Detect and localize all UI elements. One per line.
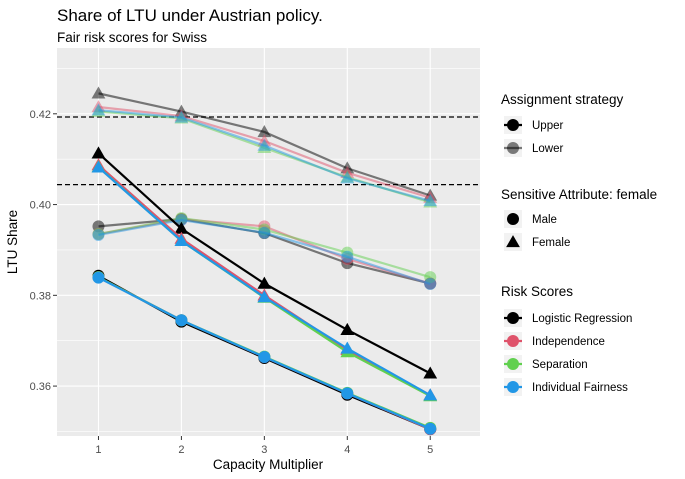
legend-label: Lower	[532, 143, 563, 155]
data-point	[258, 351, 271, 364]
y-tick-label: 0.38	[30, 290, 51, 302]
y-tick-label: 0.36	[30, 381, 51, 393]
data-point	[175, 213, 188, 226]
axes: 0.36 0.38 0.40 0.42 1 2 3 4 5	[30, 109, 434, 456]
data-point	[257, 276, 272, 289]
x-tick-label: 4	[344, 444, 350, 456]
series-individual-fairness-upper-female	[91, 160, 438, 401]
reference-lines	[57, 116, 480, 186]
series-layer	[91, 86, 438, 436]
chart-title: Share of LTU under Austrian policy.	[57, 6, 323, 25]
legend-label: Independence	[532, 336, 605, 348]
data-point	[257, 125, 272, 138]
series-individual-fairness-lower-female	[91, 103, 438, 207]
data-point	[341, 387, 354, 400]
legend-key-marker	[507, 142, 519, 154]
x-tick-label: 3	[261, 444, 267, 456]
legend-label: Male	[532, 214, 557, 226]
x-tick-label: 5	[427, 444, 433, 456]
data-point	[92, 228, 105, 241]
x-axis-label: Capacity Multiplier	[213, 457, 324, 472]
y-tick-label: 0.40	[30, 200, 51, 212]
data-point	[340, 322, 355, 335]
legend-label: Logistic Regression	[532, 313, 632, 325]
legend-label: Separation	[532, 359, 588, 371]
data-point	[424, 422, 437, 435]
x-tick-label: 1	[95, 444, 101, 456]
legend-label: Individual Fairness	[532, 382, 628, 394]
legend-title: Risk Scores	[501, 284, 573, 299]
legend-key-marker	[507, 312, 519, 324]
series-individual-fairness-lower-male	[92, 213, 437, 290]
legend-key-marker	[507, 381, 519, 393]
data-point	[258, 226, 271, 239]
data-point	[174, 221, 189, 234]
y-axis-label: LTU Share	[5, 210, 20, 274]
plot-panel	[57, 48, 480, 436]
data-point	[174, 110, 189, 123]
legend-title: Sensitive Attribute: female	[501, 187, 657, 202]
data-point	[91, 103, 106, 116]
data-point	[423, 388, 438, 401]
data-point	[340, 171, 355, 184]
data-point	[423, 194, 438, 207]
data-point	[92, 271, 105, 284]
data-point	[424, 277, 437, 290]
series-logistic-regression-upper-female	[91, 146, 438, 379]
data-point	[257, 138, 272, 151]
legend-label: Upper	[532, 120, 563, 132]
legend-label: Female	[532, 237, 570, 249]
data-point	[341, 250, 354, 263]
legend: Assignment strategy Upper Lower Sensitive A…	[501, 92, 657, 396]
series-individual-fairness-upper-male	[92, 271, 437, 435]
legend-key-marker	[507, 335, 519, 347]
legend-key-marker	[506, 235, 520, 248]
legend-key-marker	[507, 358, 519, 370]
data-point	[175, 314, 188, 327]
chart-subtitle: Fair risk scores for Swiss	[57, 30, 208, 45]
legend-key-marker	[507, 119, 519, 131]
data-point	[423, 366, 438, 379]
data-point	[340, 341, 355, 354]
data-point	[91, 146, 106, 159]
y-tick-label: 0.42	[30, 109, 51, 121]
legend-title: Assignment strategy	[501, 92, 624, 107]
data-point	[174, 233, 189, 247]
data-point	[91, 86, 106, 99]
x-tick-label: 2	[178, 444, 184, 456]
data-point	[257, 290, 272, 303]
data-point	[91, 160, 106, 173]
legend-key-marker	[507, 213, 519, 225]
